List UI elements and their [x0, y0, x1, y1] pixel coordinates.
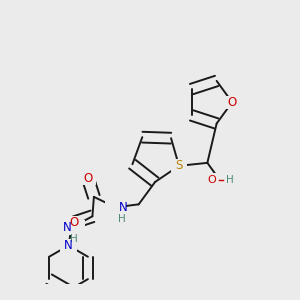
FancyBboxPatch shape [58, 220, 85, 235]
Text: N: N [64, 239, 73, 252]
Text: H: H [226, 175, 234, 185]
Text: O: O [83, 172, 93, 185]
FancyBboxPatch shape [60, 239, 77, 252]
FancyBboxPatch shape [206, 173, 233, 187]
Text: S: S [175, 159, 183, 172]
Text: N: N [63, 221, 72, 234]
FancyBboxPatch shape [171, 159, 187, 172]
FancyBboxPatch shape [105, 200, 126, 214]
Text: O: O [70, 216, 79, 229]
Text: O: O [208, 175, 216, 185]
FancyBboxPatch shape [80, 172, 96, 185]
Text: H: H [118, 214, 126, 224]
Text: N: N [118, 201, 127, 214]
FancyBboxPatch shape [224, 95, 240, 109]
Text: O: O [227, 96, 237, 109]
FancyBboxPatch shape [66, 215, 83, 229]
Text: H: H [70, 234, 78, 244]
